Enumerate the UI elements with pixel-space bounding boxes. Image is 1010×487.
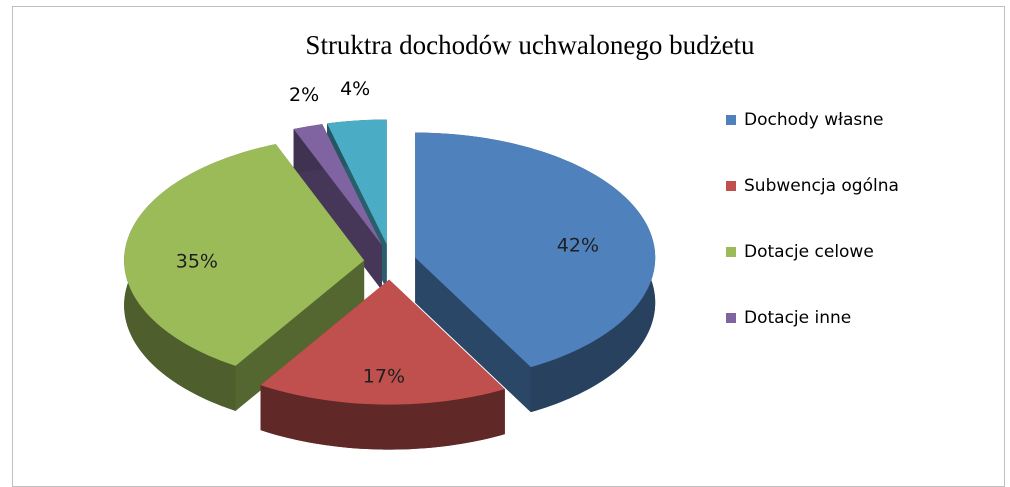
data-label: 42% bbox=[557, 234, 599, 256]
pie-slice bbox=[124, 144, 365, 411]
slice-side bbox=[415, 257, 531, 413]
legend-swatch bbox=[726, 115, 736, 125]
pie-slice bbox=[260, 279, 505, 450]
data-label: 4% bbox=[340, 78, 370, 100]
data-label: 35% bbox=[176, 251, 218, 273]
slice-top bbox=[293, 124, 382, 246]
chart-title: Struktra dochodów uchwalonego budżetu bbox=[305, 30, 755, 60]
legend-label: Dotacje inne bbox=[744, 308, 851, 328]
slice-top bbox=[260, 279, 505, 405]
slice-top bbox=[124, 144, 365, 366]
data-label: 17% bbox=[363, 366, 405, 388]
legend-swatch bbox=[726, 247, 736, 257]
legend-label: Dotacje celowe bbox=[744, 242, 874, 262]
slice-side bbox=[235, 260, 365, 411]
slice-top bbox=[327, 119, 387, 245]
data-label: 2% bbox=[289, 84, 319, 106]
legend-swatch bbox=[726, 181, 736, 191]
legend-swatch bbox=[726, 313, 736, 323]
pie-slice bbox=[415, 132, 656, 413]
legend-label: Subwencja ogólna bbox=[744, 176, 899, 196]
legend-label: Dochody własne bbox=[744, 110, 884, 130]
slice-top bbox=[415, 132, 656, 368]
slice-wall bbox=[260, 385, 505, 450]
